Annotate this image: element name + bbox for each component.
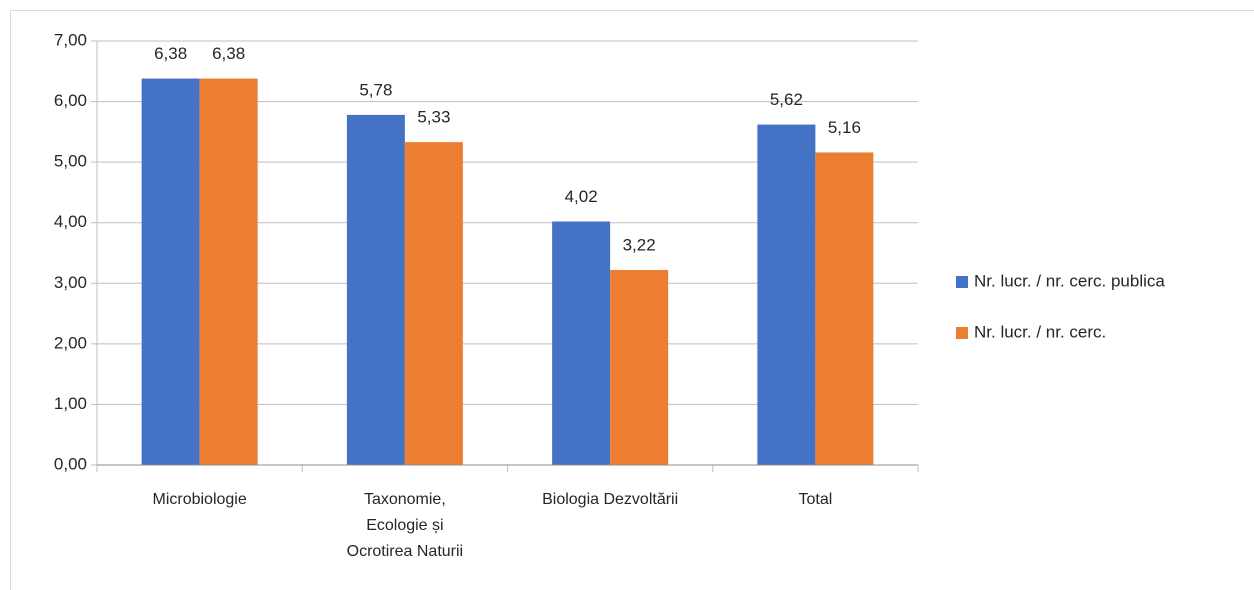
legend-swatch [956,276,968,288]
data-label: 5,62 [770,90,803,109]
legend-label: Nr. lucr. / nr. cerc. publica [974,271,1165,290]
data-label: 5,16 [828,118,861,137]
x-tick-label: Microbiologie [152,491,247,508]
legend-swatch [956,327,968,339]
y-tick-label: 0,00 [54,454,87,473]
y-tick-label: 1,00 [54,394,87,413]
y-tick-label: 7,00 [54,30,87,49]
bar [552,221,611,465]
bar [199,78,258,465]
chart-border [10,10,1254,590]
y-tick-label: 2,00 [54,333,87,352]
bar [346,114,405,465]
bar [610,269,669,465]
x-tick-label: Biologia Dezvoltării [542,491,679,508]
data-label: 5,78 [359,80,392,99]
bar [404,142,463,465]
y-tick-label: 6,00 [54,91,87,110]
data-label: 6,38 [154,44,187,63]
data-label: 6,38 [212,44,245,63]
x-tick-label: Taxonomie, Ecologie și Ocrotirea Naturii [346,491,464,560]
bar [815,152,874,466]
x-tick-label: Total [798,491,833,508]
y-tick-label: 3,00 [54,273,87,292]
data-label: 5,33 [417,108,450,127]
bar [141,78,200,465]
data-label: 4,02 [565,187,598,206]
bar [757,124,816,466]
data-label: 3,22 [623,235,656,254]
y-tick-label: 4,00 [54,212,87,231]
y-tick-label: 5,00 [54,152,87,171]
legend-label: Nr. lucr. / nr. cerc. [974,322,1106,341]
